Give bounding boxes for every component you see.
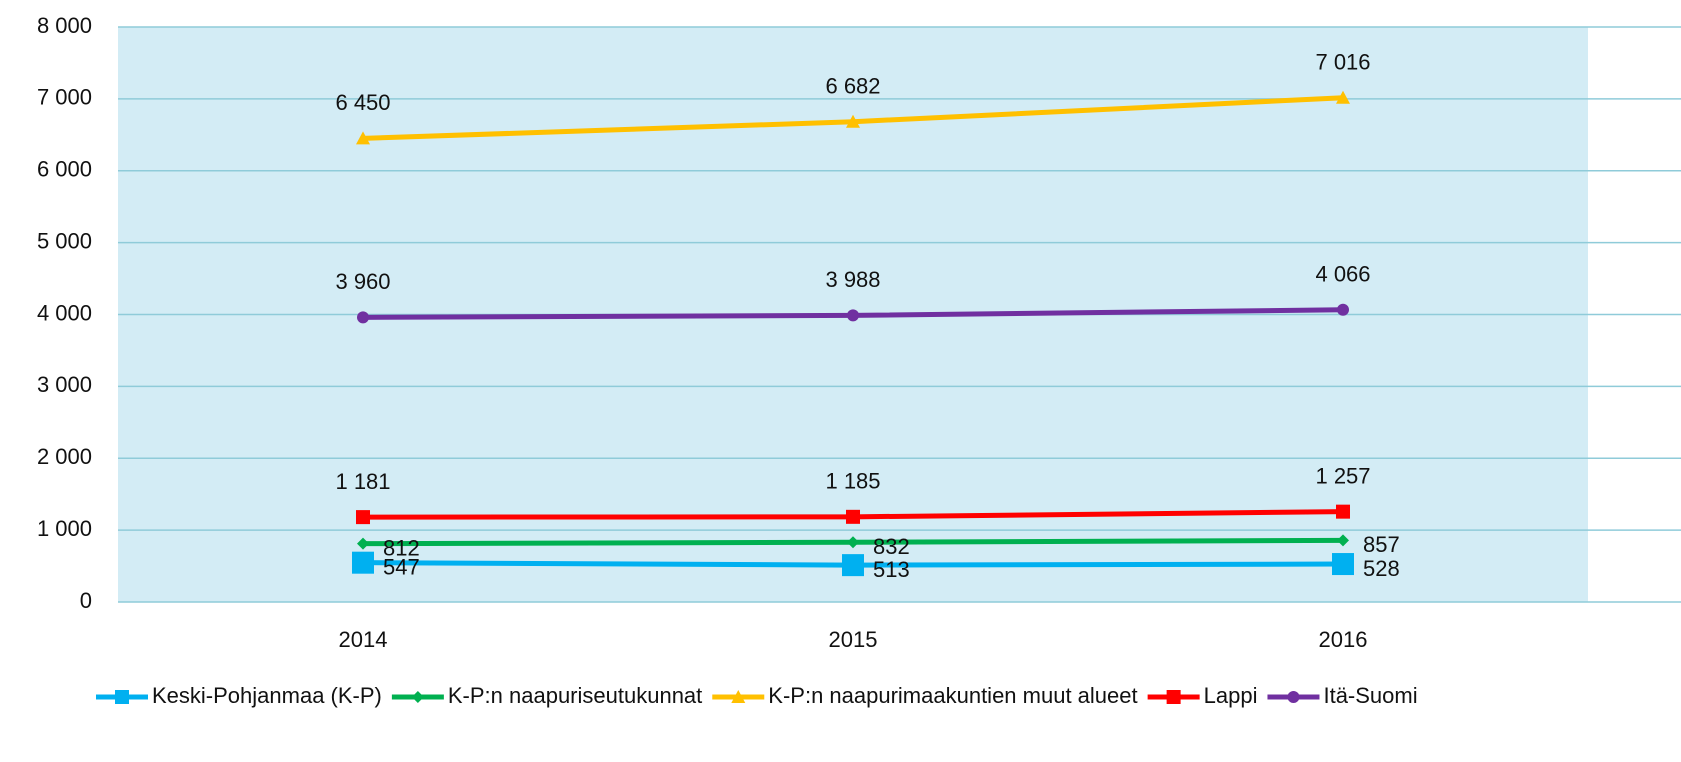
x-tick-label: 2016 xyxy=(1319,627,1368,652)
marker xyxy=(731,690,746,703)
y-tick-label: 6 000 xyxy=(37,157,92,182)
y-tick-label: 0 xyxy=(80,588,92,613)
marker xyxy=(356,510,370,525)
marker xyxy=(846,114,860,128)
marker xyxy=(847,309,859,322)
marker xyxy=(357,311,369,324)
marker xyxy=(1287,691,1300,703)
marker xyxy=(1337,303,1349,316)
y-tick-label: 3 000 xyxy=(37,372,92,397)
marker xyxy=(352,551,374,574)
marker xyxy=(1337,534,1349,547)
x-tick-label: 2014 xyxy=(339,627,388,652)
y-tick-label: 1 000 xyxy=(37,516,92,541)
data-label: 547 xyxy=(383,554,420,579)
marker xyxy=(1332,553,1354,576)
data-label: 6 682 xyxy=(825,74,880,99)
marker xyxy=(1166,690,1181,704)
x-tick-label: 2015 xyxy=(829,627,878,652)
data-label: 3 960 xyxy=(335,269,390,294)
legend-label: K-P:n naapurimaakuntien muut alueet xyxy=(768,683,1137,708)
y-tick-label: 7 000 xyxy=(37,85,92,110)
marker xyxy=(357,537,369,550)
y-tick-label: 8 000 xyxy=(37,13,92,38)
y-tick-label: 5 000 xyxy=(37,228,92,253)
data-label: 857 xyxy=(1363,532,1400,557)
data-label: 832 xyxy=(873,534,910,559)
data-label: 1 181 xyxy=(335,469,390,494)
y-tick-label: 4 000 xyxy=(37,300,92,325)
data-label: 513 xyxy=(873,557,910,582)
data-label: 4 066 xyxy=(1315,262,1370,287)
legend-label: Keski-Pohjanmaa (K-P) xyxy=(152,683,382,708)
legend-label: Lappi xyxy=(1204,683,1258,708)
marker xyxy=(115,690,129,704)
data-label: 6 450 xyxy=(335,90,390,115)
legend-label: K-P:n naapuriseutukunnat xyxy=(448,683,702,708)
data-label: 1 185 xyxy=(825,469,880,494)
y-tick-label: 2 000 xyxy=(37,444,92,469)
data-label: 528 xyxy=(1363,556,1400,581)
data-label: 3 988 xyxy=(825,267,880,292)
marker xyxy=(356,131,370,145)
data-label: 812 xyxy=(383,535,420,560)
marker xyxy=(847,536,859,549)
marker xyxy=(1336,90,1350,104)
marker xyxy=(842,554,864,577)
data-label: 7 016 xyxy=(1315,50,1370,75)
legend-label: Itä-Suomi xyxy=(1323,683,1417,708)
marker xyxy=(411,691,424,703)
marker xyxy=(1336,504,1350,519)
marker xyxy=(846,509,860,524)
data-label: 1 257 xyxy=(1315,463,1370,488)
